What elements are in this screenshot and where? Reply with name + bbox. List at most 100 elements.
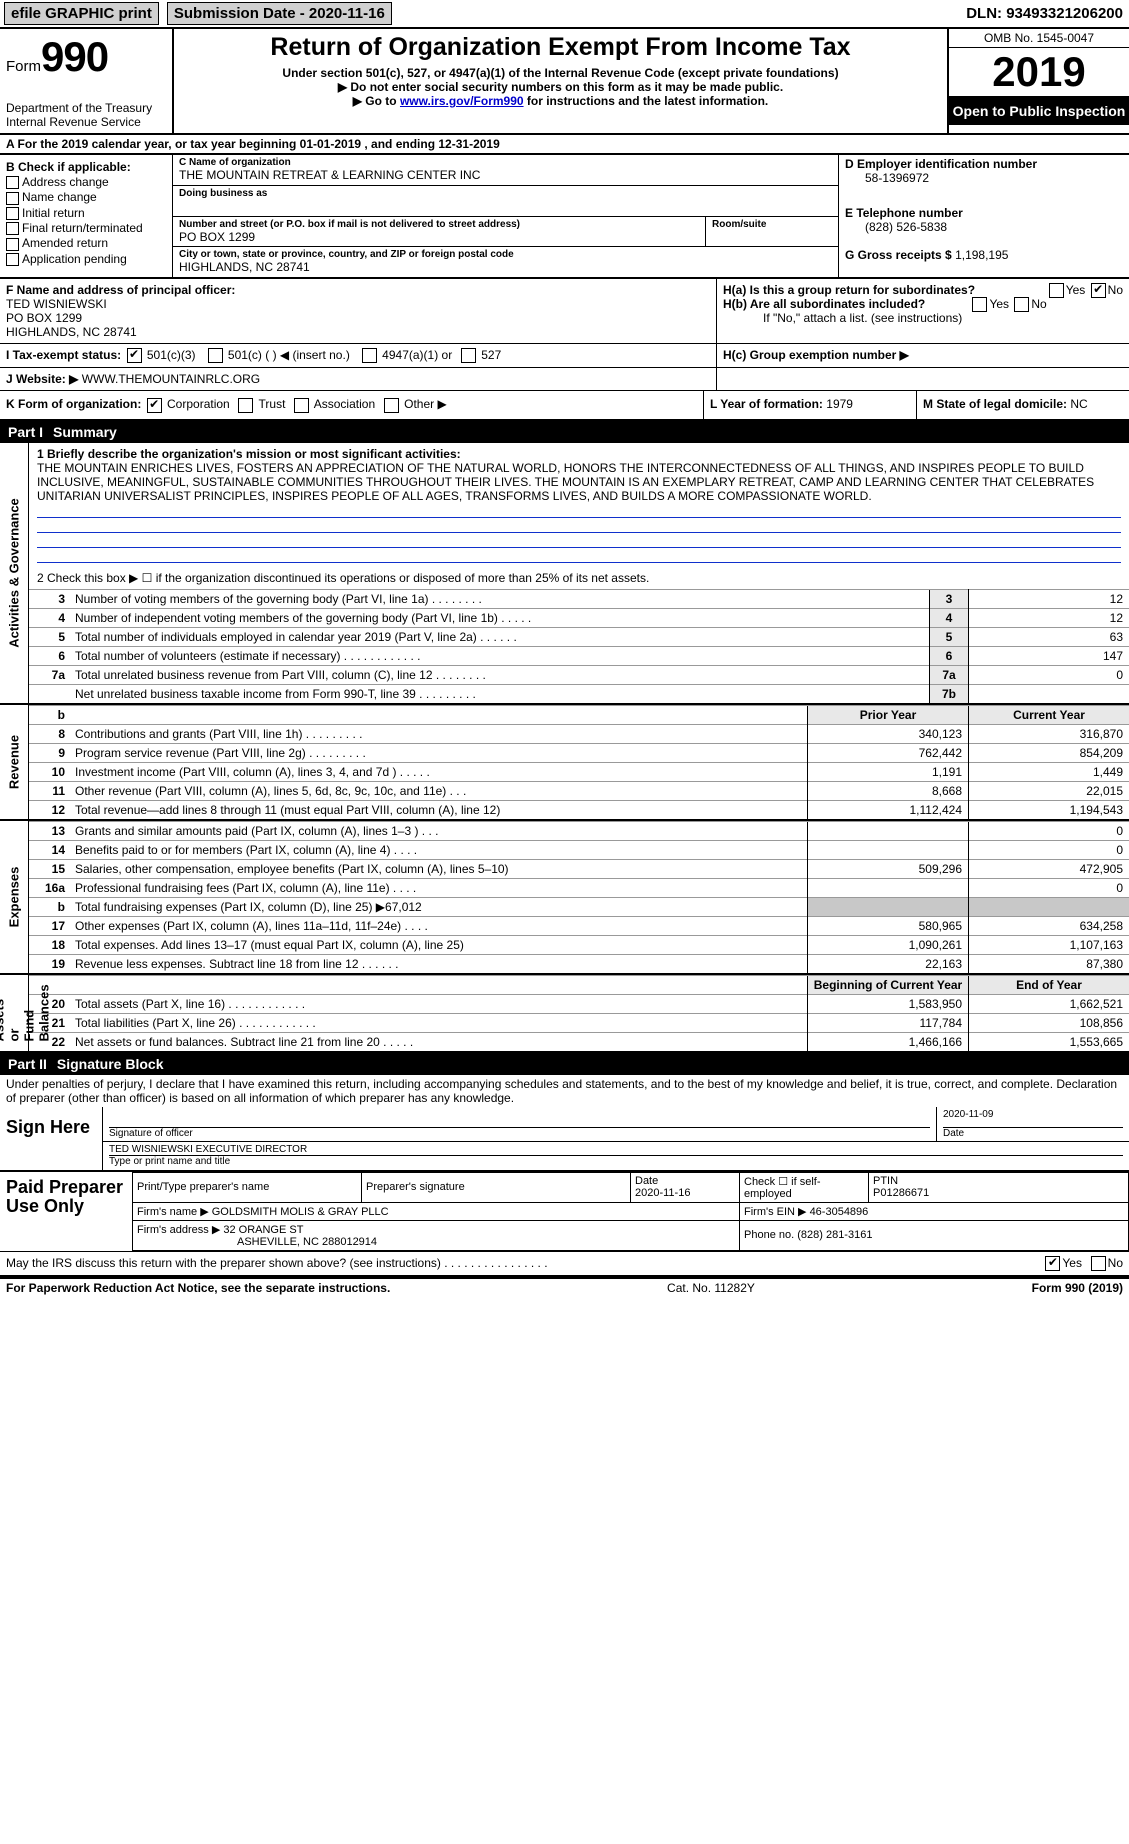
- table-row: 20 Total assets (Part X, line 16) . . . …: [29, 994, 1129, 1013]
- f-street: PO BOX 1299: [6, 311, 710, 325]
- submission-date: Submission Date - 2020-11-16: [167, 2, 392, 25]
- table-row: 21 Total liabilities (Part X, line 26) .…: [29, 1013, 1129, 1032]
- expenses-table: 13 Grants and similar amounts paid (Part…: [29, 821, 1129, 973]
- g-cell: G Gross receipts $ 1,198,195: [839, 246, 1129, 264]
- checkbox-icon[interactable]: [384, 398, 399, 413]
- ag-table: 3 Number of voting members of the govern…: [29, 589, 1129, 703]
- checkbox-icon[interactable]: [1014, 297, 1029, 312]
- b-item-0: Address change: [6, 175, 166, 189]
- paid-preparer-table: Print/Type preparer's name Preparer's si…: [132, 1172, 1129, 1251]
- underline: [37, 503, 1121, 518]
- table-row: 13 Grants and similar amounts paid (Part…: [29, 821, 1129, 840]
- checkbox-icon[interactable]: [6, 253, 19, 266]
- checkbox-icon[interactable]: [6, 238, 19, 251]
- f-name: TED WISNIEWSKI: [6, 297, 710, 311]
- part2-num: Part II: [8, 1056, 47, 1072]
- dln: DLN: 93493321206200: [966, 5, 1129, 22]
- checkbox-icon[interactable]: [972, 297, 987, 312]
- b-item-5: Application pending: [6, 252, 166, 266]
- may-discuss-text: May the IRS discuss this return with the…: [6, 1256, 1043, 1271]
- checkbox-icon[interactable]: [127, 348, 142, 363]
- h-a: H(a) Is this a group return for subordin…: [723, 283, 1123, 297]
- part1-header: Part I Summary: [0, 421, 1129, 443]
- table-row: 10 Investment income (Part VIII, column …: [29, 762, 1129, 781]
- e-label: E Telephone number: [845, 206, 1123, 220]
- tax-year: 2019: [949, 48, 1129, 97]
- table-row: 22 Net assets or fund balances. Subtract…: [29, 1032, 1129, 1051]
- c-room-label: Room/suite: [712, 219, 832, 230]
- table-row: 18 Total expenses. Add lines 13–17 (must…: [29, 935, 1129, 954]
- checkbox-icon[interactable]: [6, 176, 19, 189]
- checkbox-icon[interactable]: [6, 192, 19, 205]
- k-label: K Form of organization:: [6, 397, 141, 411]
- may-discuss-row: May the IRS discuss this return with the…: [0, 1251, 1129, 1275]
- checkbox-icon[interactable]: [6, 222, 19, 235]
- checkbox-icon[interactable]: [1091, 1256, 1106, 1271]
- prep-selfemp[interactable]: Check ☐ if self-employed: [740, 1172, 869, 1202]
- form-number: 990: [41, 33, 108, 80]
- irs-link[interactable]: www.irs.gov/Form990: [400, 94, 524, 108]
- c-dba-cell: Doing business as: [173, 186, 838, 217]
- c-city-value: HIGHLANDS, NC 28741: [179, 260, 832, 274]
- hdr-row: b Prior Year Current Year: [29, 705, 1129, 724]
- side-label-expenses: Expenses: [0, 821, 29, 973]
- part1-title: Summary: [53, 424, 117, 440]
- table-row: 11 Other revenue (Part VIII, column (A),…: [29, 781, 1129, 800]
- underline: [37, 533, 1121, 548]
- c-city-cell: City or town, state or province, country…: [173, 247, 838, 277]
- i-label: I Tax-exempt status:: [6, 348, 121, 362]
- signature-block: Under penalties of perjury, I declare th…: [0, 1075, 1129, 1277]
- b-item-2: Initial return: [6, 206, 166, 220]
- h-b-note: If "No," attach a list. (see instruction…: [723, 311, 1123, 325]
- checkbox-icon[interactable]: [6, 207, 19, 220]
- d-cell: D Employer identification number 58-1396…: [839, 155, 1129, 204]
- expenses-content: 13 Grants and similar amounts paid (Part…: [29, 821, 1129, 973]
- j-value: WWW.THEMOUNTAINRLC.ORG: [82, 372, 260, 386]
- hdr-row-net: Beginning of Current Year End of Year: [29, 975, 1129, 994]
- m-value: NC: [1070, 397, 1087, 411]
- table-row: 14 Benefits paid to or for members (Part…: [29, 840, 1129, 859]
- sign-here-row: Sign Here Signature of officer 2020-11-0…: [0, 1107, 1129, 1170]
- c-street-value: PO BOX 1299: [179, 230, 699, 244]
- form-subtitle-2b: ▶ Go to www.irs.gov/Form990 for instruct…: [180, 94, 941, 108]
- checkbox-icon[interactable]: [208, 348, 223, 363]
- checkbox-icon[interactable]: [147, 398, 162, 413]
- sign-here-right: Signature of officer 2020-11-09 Date TED…: [102, 1107, 1129, 1170]
- l-value: 1979: [826, 397, 853, 411]
- checkbox-icon[interactable]: [461, 348, 476, 363]
- checkbox-icon[interactable]: [238, 398, 253, 413]
- checkbox-icon[interactable]: [362, 348, 377, 363]
- prep-sig-hdr: Preparer's signature: [362, 1172, 631, 1202]
- section-bcde: B Check if applicable: Address change Na…: [0, 155, 1129, 279]
- table-row: 15 Salaries, other compensation, employe…: [29, 859, 1129, 878]
- form-title: Return of Organization Exempt From Incom…: [180, 33, 941, 62]
- c-city-label: City or town, state or province, country…: [179, 249, 832, 260]
- prior-year-hdr: Prior Year: [808, 705, 969, 724]
- firm-phone-cell: Phone no. (828) 281-3161: [740, 1220, 1129, 1250]
- checkbox-icon[interactable]: [1045, 1256, 1060, 1271]
- table-row: 8 Contributions and grants (Part VIII, l…: [29, 724, 1129, 743]
- goto-pre: ▶ Go to: [353, 94, 400, 108]
- m-label: M State of legal domicile:: [923, 397, 1067, 411]
- side-label-ag: Activities & Governance: [0, 443, 29, 703]
- b-header: B Check if applicable:: [6, 160, 166, 174]
- l-cell: L Year of formation: 1979: [703, 391, 916, 418]
- checkbox-icon[interactable]: [1091, 283, 1106, 298]
- c-street-cell: Number and street (or P.O. box if mail i…: [173, 217, 706, 246]
- line2: 2 Check this box ▶ ☐ if the organization…: [29, 567, 1129, 589]
- row-j-left: J Website: ▶ WWW.THEMOUNTAINRLC.ORG: [0, 368, 716, 390]
- checkbox-icon[interactable]: [294, 398, 309, 413]
- col-c: C Name of organization THE MOUNTAIN RETR…: [173, 155, 839, 277]
- k-cell: K Form of organization: Corporation Trus…: [0, 391, 703, 418]
- form-subtitle-2a: ▶ Do not enter social security numbers o…: [180, 80, 941, 94]
- form-header: Form990 Department of the Treasury Inter…: [0, 29, 1129, 135]
- row-a: A For the 2019 calendar year, or tax yea…: [0, 135, 1129, 155]
- checkbox-icon[interactable]: [1049, 283, 1064, 298]
- part2-title: Signature Block: [57, 1056, 164, 1072]
- h-c: H(c) Group exemption number ▶: [716, 344, 1129, 367]
- sig-officer-cell[interactable]: Signature of officer: [102, 1107, 936, 1141]
- firm-ein-cell: Firm's EIN ▶ 46-3054896: [740, 1202, 1129, 1220]
- d-value: 58-1396972: [845, 171, 1123, 185]
- footer-mid: Cat. No. 11282Y: [390, 1281, 1031, 1295]
- row-fh: F Name and address of principal officer:…: [0, 279, 1129, 344]
